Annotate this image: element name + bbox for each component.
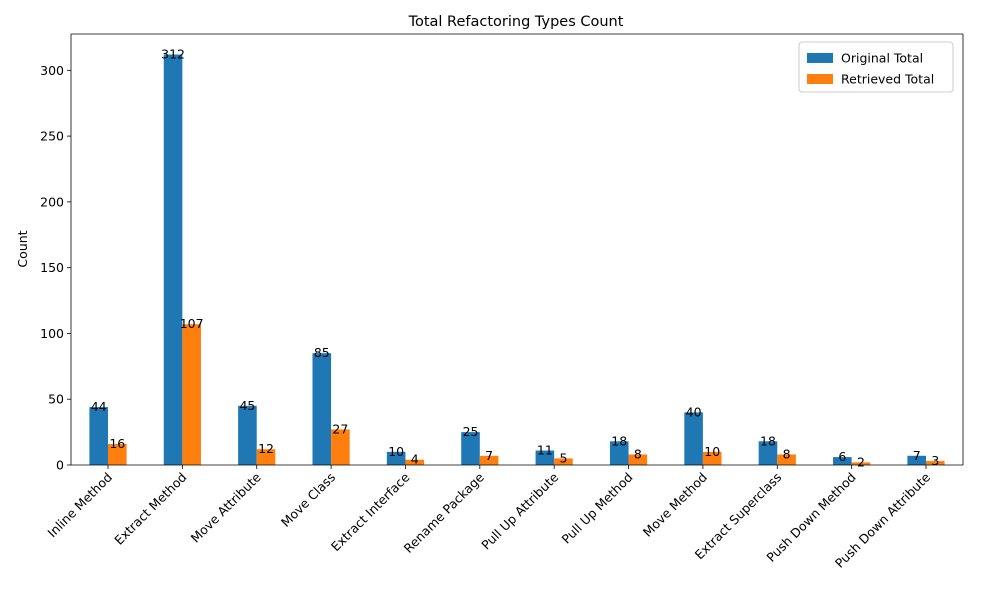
- bar-retrieved-5: [479, 455, 499, 465]
- bar-original-10: [833, 457, 852, 465]
- data-label-original-7: 18: [611, 433, 627, 448]
- legend-swatch-0: [807, 53, 833, 63]
- bar-original-5: [461, 432, 480, 465]
- data-label-retrieved-5: 7: [485, 448, 493, 463]
- data-label-retrieved-7: 8: [634, 446, 642, 461]
- bar-retrieved-7: [628, 454, 648, 465]
- data-label-retrieved-3: 27: [332, 421, 348, 436]
- bar-original-9: [758, 441, 778, 465]
- bar-retrieved-0: [108, 443, 127, 465]
- data-label-original-1: 312: [161, 47, 185, 62]
- data-label-original-2: 45: [239, 398, 255, 413]
- legend-frame: [798, 41, 954, 93]
- data-label-retrieved-2: 12: [258, 441, 274, 456]
- bar-original-0: [89, 407, 108, 465]
- bar-retrieved-8: [702, 451, 722, 465]
- bar-original-6: [535, 450, 555, 465]
- bar-original-3: [312, 353, 332, 465]
- data-label-retrieved-10: 2: [857, 454, 865, 469]
- data-label-original-3: 85: [314, 345, 330, 360]
- data-label-retrieved-8: 10: [704, 444, 720, 459]
- data-label-retrieved-6: 5: [560, 450, 568, 465]
- data-label-original-5: 25: [463, 424, 479, 439]
- data-label-original-0: 44: [91, 399, 107, 414]
- y-tick-label-1: 50: [48, 392, 64, 407]
- bar-retrieved-9: [777, 454, 796, 465]
- y-tick-label-4: 200: [40, 194, 64, 209]
- data-label-retrieved-0: 16: [109, 436, 125, 451]
- bar-original-4: [386, 451, 406, 465]
- bar-retrieved-11: [926, 461, 945, 465]
- y-axis-label: Count: [15, 230, 30, 267]
- y-tick-label-6: 300: [40, 63, 64, 78]
- y-tick-label-2: 100: [40, 326, 64, 341]
- data-label-original-4: 10: [388, 444, 404, 459]
- legend-entry-1: Retrieved Total: [841, 72, 934, 87]
- data-label-original-10: 6: [838, 449, 846, 464]
- bar-original-7: [609, 441, 629, 465]
- bar-original-1: [163, 54, 183, 466]
- legend: Original Total Retrieved Total: [798, 41, 954, 93]
- data-label-original-9: 18: [760, 433, 776, 448]
- bar-original-11: [907, 455, 926, 465]
- data-label-retrieved-4: 4: [411, 452, 419, 467]
- y-tick-label-3: 150: [40, 260, 64, 275]
- bar-retrieved-2: [256, 449, 276, 465]
- bar-original-8: [684, 412, 703, 465]
- y-tick-label-0: 0: [56, 458, 64, 473]
- bar-retrieved-10: [851, 462, 871, 465]
- data-label-retrieved-1: 107: [180, 316, 204, 331]
- bar-retrieved-6: [554, 458, 573, 465]
- chart-title: Total Refactoring Types Count: [408, 14, 624, 30]
- data-label-original-11: 7: [913, 448, 921, 463]
- bar-retrieved-1: [182, 324, 201, 465]
- data-label-original-6: 11: [537, 443, 553, 458]
- bar-original-2: [238, 405, 257, 465]
- data-label-retrieved-11: 3: [931, 453, 939, 468]
- y-tick-label-5: 250: [40, 129, 64, 144]
- legend-entry-0: Original Total: [841, 51, 923, 66]
- data-label-original-8: 40: [686, 404, 702, 419]
- legend-swatch-1: [807, 74, 833, 84]
- bar-retrieved-4: [405, 459, 425, 465]
- data-label-retrieved-9: 8: [783, 446, 791, 461]
- bar-retrieved-3: [331, 429, 350, 465]
